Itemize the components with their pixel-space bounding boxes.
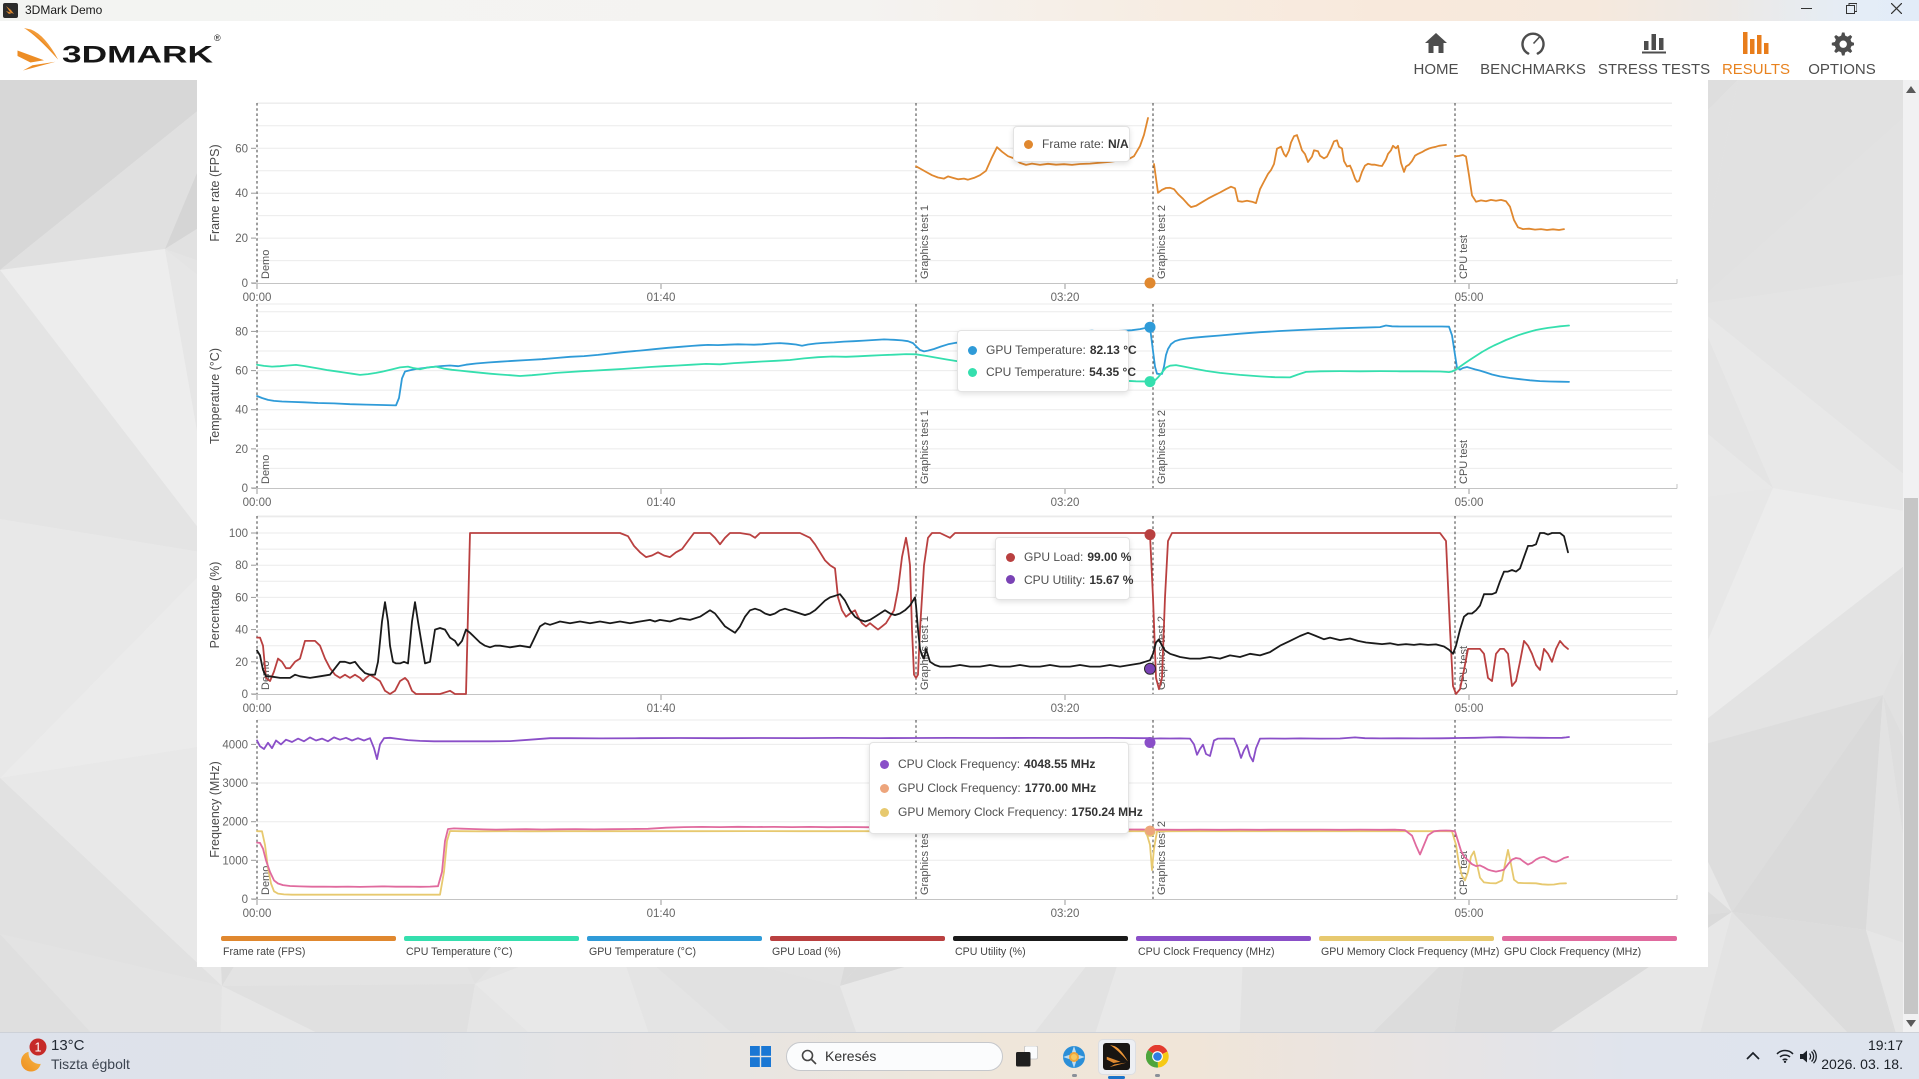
svg-text:Graphics test 2: Graphics test 2 bbox=[1156, 821, 1168, 895]
svg-text:CPU Clock Frequency (MHz): CPU Clock Frequency (MHz) bbox=[1138, 946, 1275, 958]
svg-text:0: 0 bbox=[242, 894, 248, 906]
svg-text:Frequency (MHz): Frequency (MHz) bbox=[208, 761, 222, 858]
svg-text:0: 0 bbox=[242, 483, 248, 495]
svg-text:Graphics test 2: Graphics test 2 bbox=[1156, 205, 1168, 279]
svg-text:CPU Utility (%): CPU Utility (%) bbox=[955, 946, 1026, 958]
svg-text:100: 100 bbox=[229, 528, 248, 540]
svg-text:01:40: 01:40 bbox=[647, 908, 676, 920]
svg-text:05:00: 05:00 bbox=[1455, 703, 1484, 715]
svg-text:01:40: 01:40 bbox=[647, 292, 676, 304]
svg-text:20: 20 bbox=[235, 444, 248, 456]
svg-text:1000: 1000 bbox=[222, 855, 248, 867]
svg-text:Demo: Demo bbox=[260, 250, 272, 279]
svg-text:80: 80 bbox=[235, 326, 248, 338]
svg-text:0: 0 bbox=[242, 278, 248, 290]
svg-text:40: 40 bbox=[235, 188, 248, 200]
svg-text:Graphics test 1: Graphics test 1 bbox=[919, 821, 931, 895]
svg-text:2000: 2000 bbox=[222, 817, 248, 829]
svg-text:00:00: 00:00 bbox=[243, 908, 272, 920]
svg-text:GPU Memory Clock Frequency (MH: GPU Memory Clock Frequency (MHz) bbox=[1321, 946, 1499, 958]
svg-text:4000: 4000 bbox=[222, 739, 248, 751]
svg-text:3DMARK: 3DMARK bbox=[62, 42, 213, 69]
svg-text:01:40: 01:40 bbox=[647, 703, 676, 715]
svg-text:60: 60 bbox=[235, 592, 248, 604]
svg-text:Percentage (%): Percentage (%) bbox=[208, 562, 222, 649]
svg-text:20: 20 bbox=[235, 233, 248, 245]
svg-text:20: 20 bbox=[235, 657, 248, 669]
svg-text:CPU test: CPU test bbox=[1458, 851, 1470, 895]
svg-text:03:20: 03:20 bbox=[1051, 497, 1080, 509]
svg-text:03:20: 03:20 bbox=[1051, 292, 1080, 304]
svg-text:00:00: 00:00 bbox=[243, 497, 272, 509]
svg-text:60: 60 bbox=[235, 366, 248, 378]
svg-text:Demo: Demo bbox=[260, 455, 272, 484]
svg-text:3000: 3000 bbox=[222, 778, 248, 790]
svg-text:40: 40 bbox=[235, 625, 248, 637]
svg-text:CPU Temperature (°C): CPU Temperature (°C) bbox=[406, 946, 512, 958]
svg-text:Graphics test 1: Graphics test 1 bbox=[919, 205, 931, 279]
svg-text:05:00: 05:00 bbox=[1455, 908, 1484, 920]
svg-text:05:00: 05:00 bbox=[1455, 497, 1484, 509]
svg-text:00:00: 00:00 bbox=[243, 292, 272, 304]
svg-text:Graphics test 2: Graphics test 2 bbox=[1156, 410, 1168, 484]
svg-text:0: 0 bbox=[242, 689, 248, 701]
svg-text:CPU test: CPU test bbox=[1458, 235, 1470, 279]
svg-text:Temperature (°C): Temperature (°C) bbox=[208, 348, 222, 444]
svg-text:03:20: 03:20 bbox=[1051, 703, 1080, 715]
svg-text:1: 1 bbox=[35, 1041, 42, 1055]
svg-text:40: 40 bbox=[235, 405, 248, 417]
svg-text:01:40: 01:40 bbox=[647, 497, 676, 509]
svg-text:Graphics test 1: Graphics test 1 bbox=[919, 410, 931, 484]
svg-text:00:00: 00:00 bbox=[243, 703, 272, 715]
svg-text:03:20: 03:20 bbox=[1051, 908, 1080, 920]
svg-text:Graphics test 2: Graphics test 2 bbox=[1156, 616, 1168, 690]
svg-text:60: 60 bbox=[235, 143, 248, 155]
svg-text:80: 80 bbox=[235, 560, 248, 572]
svg-text:GPU Temperature (°C): GPU Temperature (°C) bbox=[589, 946, 696, 958]
svg-text:CPU test: CPU test bbox=[1458, 440, 1470, 484]
svg-text:05:00: 05:00 bbox=[1455, 292, 1484, 304]
svg-text:®: ® bbox=[214, 33, 221, 43]
svg-text:Frame rate (FPS): Frame rate (FPS) bbox=[223, 946, 305, 958]
svg-text:GPU Load (%): GPU Load (%) bbox=[772, 946, 841, 958]
svg-text:GPU Clock Frequency (MHz): GPU Clock Frequency (MHz) bbox=[1504, 946, 1641, 958]
svg-text:Frame rate (FPS): Frame rate (FPS) bbox=[208, 144, 222, 241]
